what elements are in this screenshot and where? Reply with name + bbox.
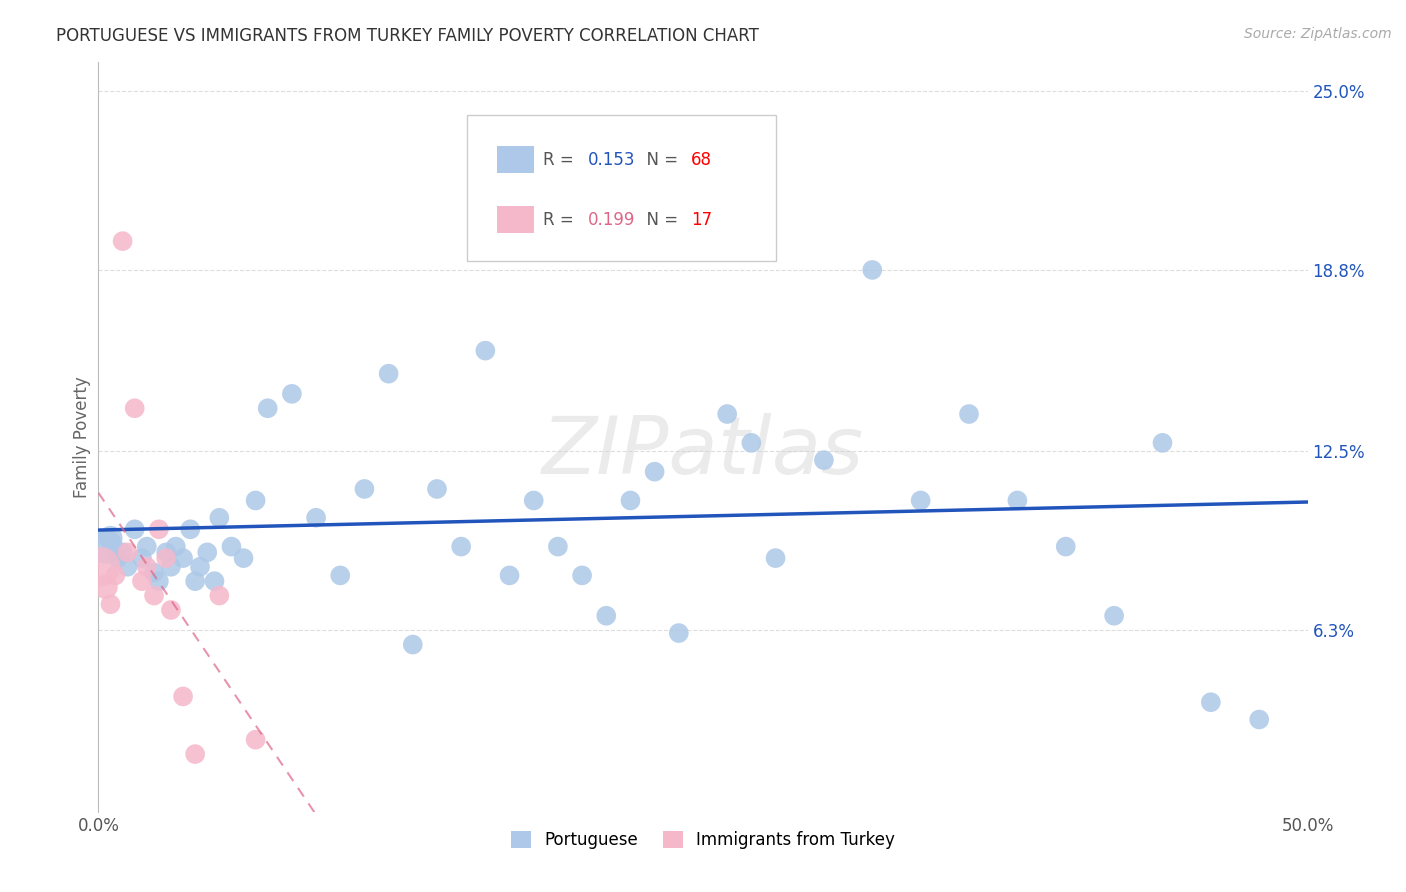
Point (148, 522, 170, 536)
Point (619, 493, 641, 508)
Point (131, 551, 153, 566)
Point (111, 234, 134, 248)
Point (740, 435, 762, 450)
Point (1054, 540, 1077, 554)
Point (498, 568, 520, 582)
Text: 17: 17 (690, 211, 711, 228)
Point (184, 574, 207, 589)
Point (100, 597, 122, 611)
Point (221, 540, 243, 554)
Point (143, 589, 166, 603)
Point (668, 626, 690, 640)
Point (426, 482, 449, 496)
Point (910, 493, 932, 508)
Point (188, 559, 211, 574)
Point (765, 551, 787, 566)
Point (94, 540, 117, 554)
Point (172, 551, 194, 566)
Point (117, 545, 139, 559)
Point (111, 545, 134, 559)
Point (450, 540, 472, 554)
Point (1102, 608, 1125, 623)
Text: N =: N = (637, 151, 683, 169)
Point (107, 551, 129, 566)
Point (402, 638, 425, 652)
Point (474, 343, 496, 358)
Point (595, 608, 617, 623)
Point (124, 522, 146, 536)
Point (155, 551, 177, 566)
Point (547, 540, 569, 554)
Text: PORTUGUESE VS IMMIGRANTS FROM TURKEY FAMILY POVERTY CORRELATION CHART: PORTUGUESE VS IMMIGRANTS FROM TURKEY FAM… (56, 27, 759, 45)
Text: 68: 68 (690, 151, 711, 169)
Text: Source: ZipAtlas.com: Source: ZipAtlas.com (1244, 27, 1392, 41)
Point (160, 559, 183, 574)
Text: N =: N = (637, 211, 683, 228)
Point (813, 453, 835, 467)
Point (644, 465, 666, 479)
Point (135, 540, 157, 554)
FancyBboxPatch shape (498, 206, 534, 234)
Point (143, 566, 166, 580)
Point (281, 387, 304, 401)
Point (1199, 695, 1222, 709)
FancyBboxPatch shape (467, 115, 776, 261)
Point (135, 559, 157, 574)
Point (1152, 435, 1174, 450)
Point (245, 493, 267, 508)
Point (195, 545, 218, 559)
Text: R =: R = (543, 151, 579, 169)
Point (124, 401, 146, 416)
Point (131, 574, 153, 589)
Text: 0.199: 0.199 (588, 211, 636, 228)
Point (179, 522, 201, 536)
Point (208, 589, 231, 603)
Legend: Portuguese, Immigrants from Turkey: Portuguese, Immigrants from Turkey (505, 824, 901, 855)
Point (90, 559, 112, 574)
Point (860, 263, 883, 277)
Text: 0.153: 0.153 (588, 151, 636, 169)
Point (172, 690, 194, 704)
Point (100, 531, 122, 545)
Point (256, 401, 278, 416)
Point (571, 568, 593, 582)
Point (117, 559, 139, 574)
Point (184, 747, 207, 761)
Point (377, 367, 399, 381)
Text: R =: R = (543, 211, 579, 228)
Point (148, 574, 170, 589)
Point (160, 603, 183, 617)
Point (232, 551, 254, 566)
Point (716, 407, 738, 421)
Point (305, 510, 328, 524)
Point (208, 510, 231, 524)
Point (165, 540, 187, 554)
Point (155, 545, 177, 559)
Y-axis label: Family Poverty: Family Poverty (73, 376, 91, 498)
Point (204, 574, 226, 589)
Point (1249, 713, 1271, 727)
Point (94, 580, 117, 594)
Point (1007, 493, 1029, 508)
Point (353, 482, 375, 496)
Point (523, 493, 546, 508)
Point (957, 407, 980, 421)
Point (692, 170, 714, 185)
FancyBboxPatch shape (498, 146, 534, 173)
Point (329, 568, 352, 582)
Point (245, 732, 267, 747)
Point (104, 568, 127, 582)
Text: ZIPatlas: ZIPatlas (541, 413, 865, 491)
